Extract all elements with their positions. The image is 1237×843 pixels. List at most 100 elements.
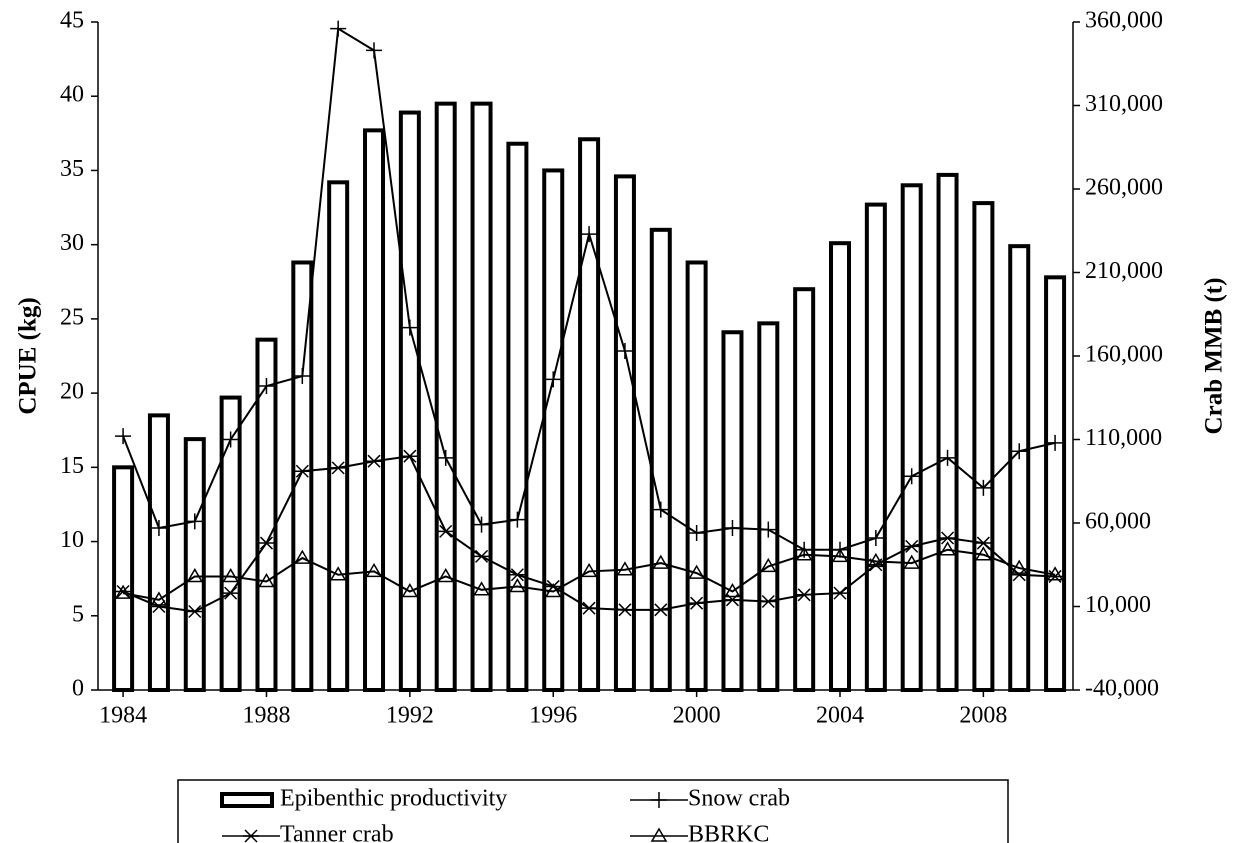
marker	[545, 371, 562, 388]
marker	[401, 582, 419, 598]
bar	[112, 465, 135, 693]
marker	[473, 549, 490, 563]
marker	[115, 584, 132, 599]
marker	[294, 368, 311, 385]
marker	[831, 547, 849, 563]
y-tick-label: 40	[60, 82, 84, 108]
bar	[685, 260, 708, 692]
y2-tick-label: 210,000	[1085, 258, 1163, 284]
marker	[688, 525, 705, 542]
bar	[470, 101, 493, 692]
y2-tick-label: 160,000	[1085, 342, 1163, 368]
x-tick-label: 1988	[242, 703, 290, 729]
marker	[903, 539, 920, 553]
x-tick-label: 2004	[816, 703, 864, 729]
bar	[757, 321, 780, 692]
marker	[616, 561, 634, 576]
bar	[398, 110, 421, 693]
bar	[900, 183, 923, 693]
marker	[652, 501, 669, 518]
y-tick-label: 20	[60, 379, 84, 405]
bar	[1044, 275, 1067, 692]
legend-label: Snow crab	[688, 786, 790, 812]
marker	[939, 531, 956, 545]
y2-tick-label: 10,000	[1085, 592, 1151, 618]
x-tick-label: 1984	[99, 703, 147, 729]
marker	[796, 588, 813, 602]
marker	[760, 557, 777, 573]
y-tick-label: 0	[72, 676, 84, 702]
marker	[329, 566, 347, 581]
marker	[258, 378, 275, 395]
marker	[652, 554, 670, 569]
x-tick-label: 1992	[386, 703, 434, 729]
marker	[688, 564, 705, 579]
marker	[473, 516, 490, 533]
marker	[652, 603, 669, 617]
y-axis-title: CPUE (kg)	[15, 297, 42, 414]
marker	[1011, 443, 1028, 460]
marker	[330, 461, 347, 475]
bar	[291, 260, 314, 692]
bar	[147, 413, 170, 692]
y2-tick-label: 360,000	[1085, 8, 1163, 34]
marker	[1010, 559, 1028, 574]
marker	[975, 536, 992, 550]
marker	[294, 464, 311, 478]
bar	[578, 137, 601, 692]
legend-label: Tanner crab	[280, 822, 394, 843]
bar	[793, 287, 816, 692]
y2-tick-label: 310,000	[1085, 91, 1163, 117]
marker	[760, 521, 777, 538]
marker	[473, 581, 490, 596]
y-tick-label: 30	[60, 230, 84, 256]
marker	[580, 562, 598, 578]
marker	[903, 554, 921, 569]
marker	[509, 511, 526, 528]
marker	[366, 42, 383, 59]
marker	[688, 596, 705, 610]
marker	[258, 572, 275, 588]
marker	[975, 546, 992, 561]
marker	[366, 454, 383, 468]
y-tick-label: 5	[72, 601, 84, 627]
bar	[1008, 244, 1031, 692]
marker	[186, 567, 204, 583]
bar	[255, 337, 278, 692]
marker	[1046, 566, 1064, 581]
bar	[721, 330, 744, 692]
y-tick-label: 25	[60, 304, 84, 330]
marker	[222, 431, 239, 448]
y2-tick-label: 260,000	[1085, 175, 1163, 201]
marker	[1011, 568, 1028, 582]
marker	[724, 582, 741, 598]
marker	[222, 586, 239, 600]
y2-tick-label: 60,000	[1085, 509, 1151, 535]
marker	[975, 479, 992, 496]
marker	[616, 603, 633, 617]
x-tick-label: 1996	[529, 703, 577, 729]
bar	[829, 241, 852, 692]
marker	[150, 591, 168, 606]
marker	[760, 594, 777, 609]
marker	[509, 568, 526, 582]
y2-tick-label: -40,000	[1085, 676, 1159, 702]
marker	[867, 530, 884, 547]
marker	[437, 449, 454, 466]
bar	[327, 180, 350, 692]
marker	[903, 468, 920, 485]
legend-box	[177, 779, 1009, 843]
bar	[434, 101, 457, 692]
y-tick-label: 45	[60, 8, 84, 34]
x-tick-label: 2000	[673, 703, 721, 729]
y-tick-label: 15	[60, 453, 84, 479]
x-tick-label: 2008	[959, 703, 1007, 729]
bar	[363, 128, 386, 692]
bar	[649, 227, 672, 692]
marker	[1047, 434, 1064, 451]
marker	[939, 449, 956, 466]
bar	[219, 395, 242, 692]
marker	[437, 524, 454, 538]
marker	[867, 552, 885, 568]
